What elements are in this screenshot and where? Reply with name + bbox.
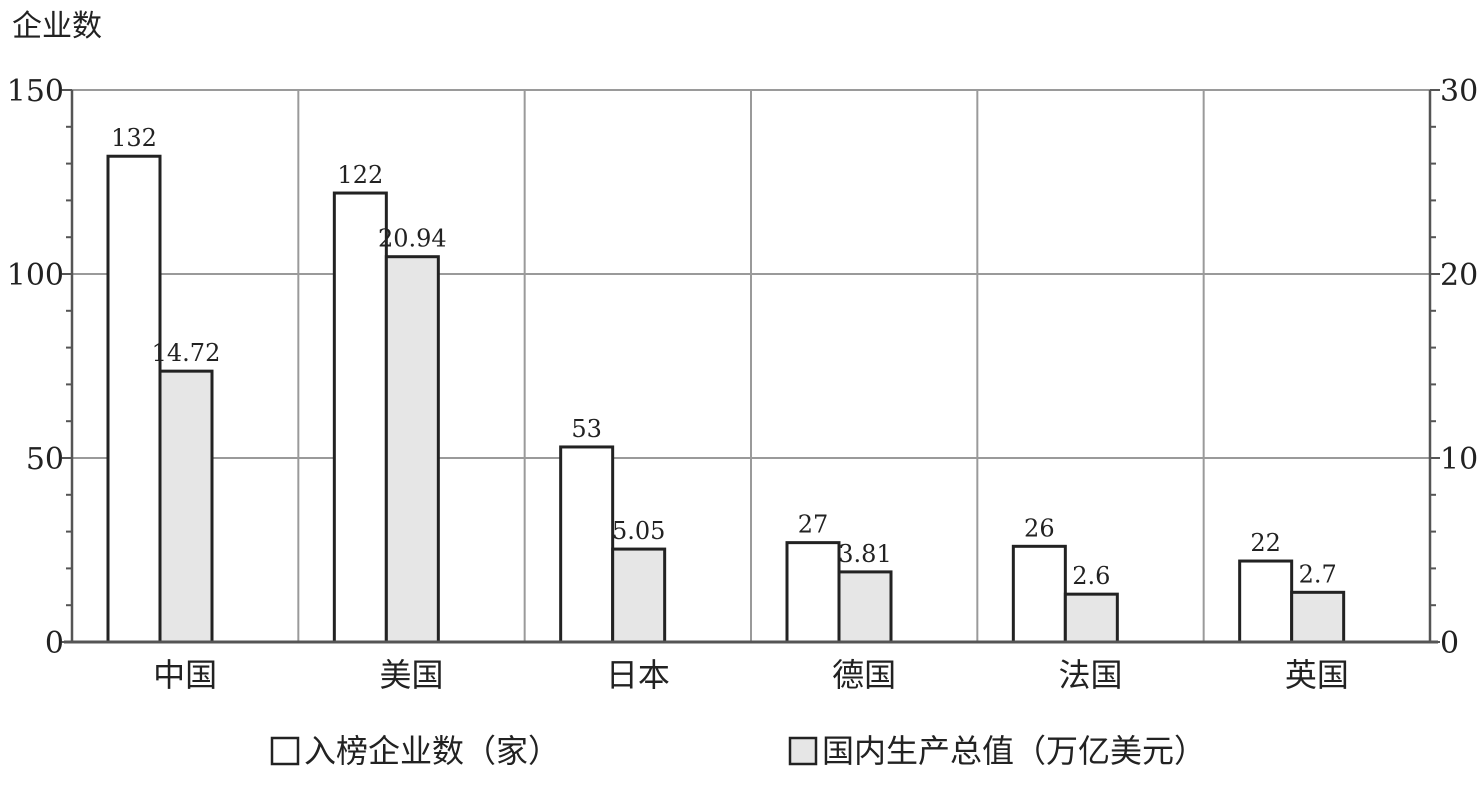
category-label: 法国 bbox=[1058, 656, 1122, 694]
data-label-series-2: 20.94 bbox=[378, 225, 447, 253]
category-label: 日本 bbox=[606, 656, 670, 694]
y-tick-label-left: 50 bbox=[26, 442, 64, 477]
y-tick-label-right: 0 bbox=[1440, 626, 1459, 661]
data-label-series-1: 53 bbox=[571, 415, 602, 443]
y-tick-label-left: 0 bbox=[45, 626, 64, 661]
category-label: 中国 bbox=[153, 656, 217, 694]
category-label: 美国 bbox=[379, 656, 443, 694]
bar-series-2 bbox=[158, 369, 214, 644]
bar-series-1 bbox=[785, 541, 841, 644]
data-label-series-1: 27 bbox=[798, 511, 829, 539]
bar-series-2 bbox=[1290, 590, 1346, 644]
bar-series-2 bbox=[837, 570, 893, 644]
category-label: 德国 bbox=[832, 656, 896, 694]
category-label: 英国 bbox=[1285, 656, 1349, 694]
bar-series-2 bbox=[611, 547, 667, 644]
bar-series-1 bbox=[559, 445, 615, 644]
bar-series-1 bbox=[1238, 559, 1294, 644]
legend-swatch-series-1 bbox=[270, 736, 300, 766]
y-tick-label-right: 10 bbox=[1440, 442, 1478, 477]
data-label-series-1: 22 bbox=[1250, 529, 1281, 557]
bar-series-2 bbox=[1063, 592, 1119, 644]
data-label-series-2: 14.72 bbox=[152, 339, 221, 367]
y-tick-label-left: 100 bbox=[7, 258, 64, 293]
data-label-series-2: 5.05 bbox=[612, 517, 665, 545]
y-tick-label-left: 150 bbox=[7, 74, 64, 109]
y-tick-label-right: 30 bbox=[1440, 74, 1478, 109]
bar-series-1 bbox=[106, 154, 162, 644]
data-label-series-2: 2.7 bbox=[1299, 560, 1337, 588]
legend-item-series-1: 入榜企业数（家） bbox=[304, 732, 560, 770]
bar-series-1 bbox=[332, 191, 388, 644]
bar-series-2 bbox=[384, 255, 440, 644]
bar-series-1 bbox=[1011, 544, 1067, 644]
data-label-series-2: 2.6 bbox=[1072, 562, 1110, 590]
legend-swatch-series-2 bbox=[788, 736, 818, 766]
y-tick-label-right: 20 bbox=[1440, 258, 1478, 293]
data-label-series-1: 26 bbox=[1024, 514, 1055, 542]
data-label-series-2: 3.81 bbox=[838, 540, 891, 568]
data-label-series-1: 122 bbox=[337, 161, 383, 189]
legend-item-series-2: 国内生产总值（万亿美元） bbox=[822, 732, 1206, 770]
y-axis-title-left: 企业数 bbox=[12, 9, 102, 44]
data-label-series-1: 132 bbox=[111, 124, 157, 152]
